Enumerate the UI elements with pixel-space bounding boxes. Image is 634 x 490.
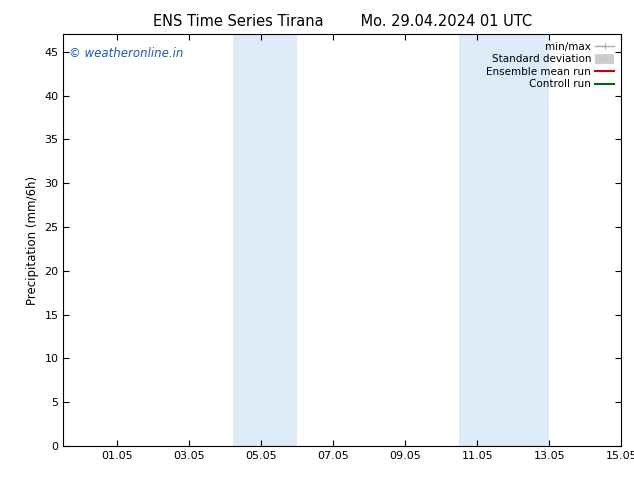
Title: ENS Time Series Tirana        Mo. 29.04.2024 01 UTC: ENS Time Series Tirana Mo. 29.04.2024 01… <box>153 14 532 29</box>
Text: © weatheronline.in: © weatheronline.in <box>69 47 183 60</box>
Y-axis label: Precipitation (mm/6h): Precipitation (mm/6h) <box>26 175 39 305</box>
Bar <box>233 34 297 446</box>
Bar <box>460 34 549 446</box>
Legend: min/max, Standard deviation, Ensemble mean run, Controll run: min/max, Standard deviation, Ensemble me… <box>484 40 616 92</box>
